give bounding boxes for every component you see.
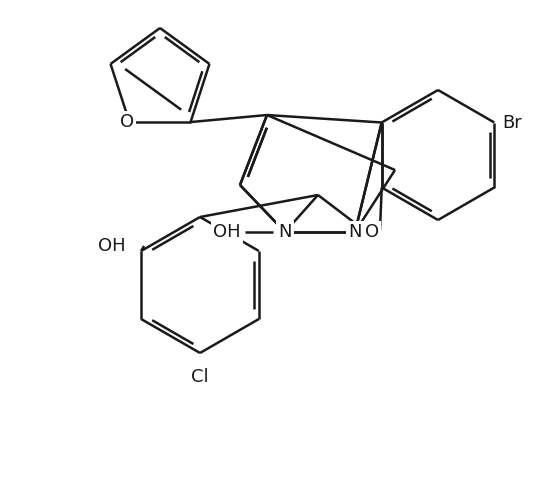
Text: OH: OH	[98, 237, 126, 255]
Text: Cl: Cl	[191, 368, 209, 386]
Text: N: N	[348, 223, 362, 241]
Text: O: O	[121, 113, 135, 131]
Text: O: O	[365, 223, 379, 241]
Text: OH: OH	[213, 223, 241, 241]
Text: N: N	[278, 223, 292, 241]
Text: Br: Br	[502, 113, 522, 132]
